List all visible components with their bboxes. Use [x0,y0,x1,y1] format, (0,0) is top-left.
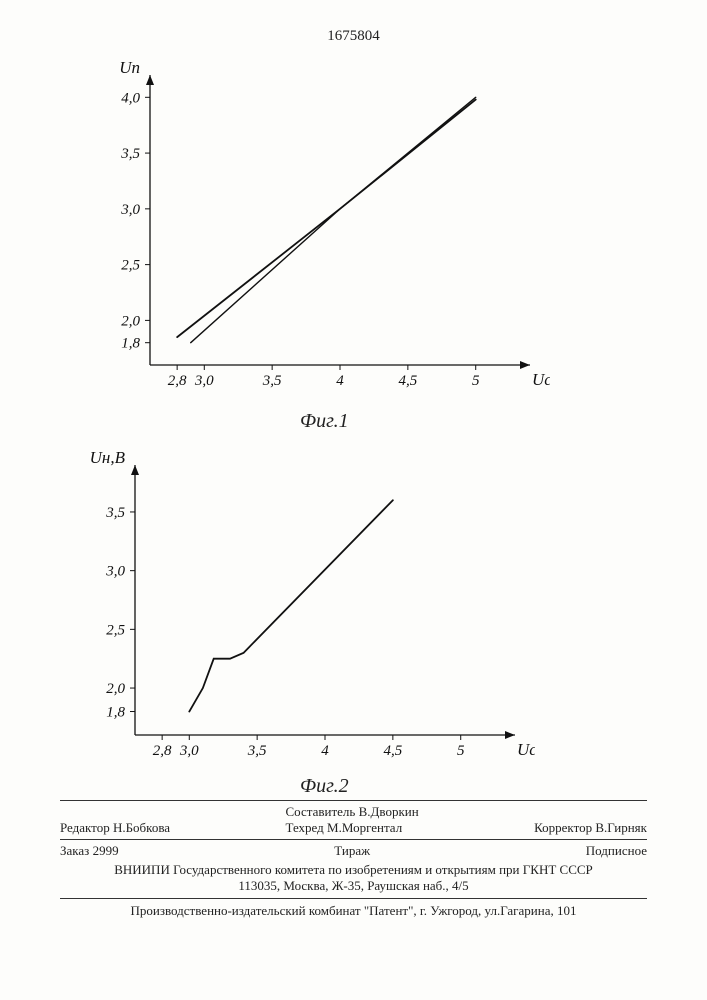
svg-text:1,8: 1,8 [106,705,125,721]
svg-text:5: 5 [457,743,465,759]
svg-text:4: 4 [336,373,344,389]
svg-text:3,0: 3,0 [179,743,199,759]
svg-text:3,5: 3,5 [262,373,282,389]
svg-text:4,5: 4,5 [383,743,402,759]
figure-1-chart: 2,8 3,0 3,5 4 4,5 5 1,8 2,0 2,5 3,0 3,5 4,0 Uп Uсс [90,55,550,405]
svg-text:Uсс: Uсс [532,370,550,389]
svg-text:5: 5 [472,373,480,389]
editor-credit: Редактор Н.Бобкова [60,820,170,836]
svg-text:Uн,В: Uн,В [90,448,126,467]
compiler-techred-credit: Составитель В.Дворкин Техред М.Моргентал [286,804,419,836]
svg-text:3,5: 3,5 [120,146,140,162]
page-number: 1675804 [0,28,707,45]
svg-text:4: 4 [321,743,329,759]
svg-text:3,5: 3,5 [247,743,267,759]
svg-text:3,0: 3,0 [120,202,140,218]
tirage-label: Тираж [334,843,370,859]
svg-text:2,8: 2,8 [168,373,187,389]
svg-text:2,8: 2,8 [153,743,172,759]
figure-2-chart: 2,8 3,0 3,5 4 4,5 5 1,8 2,0 2,5 3,0 3,5 Uн,В Uсс, В [75,445,535,775]
org-line: ВНИИПИ Государственного комитета по изоб… [60,862,647,878]
svg-text:4,0: 4,0 [121,90,140,106]
svg-text:Uп: Uп [119,58,140,77]
svg-text:2,0: 2,0 [106,681,125,697]
publisher-line: Производственно-издательский комбинат "П… [60,899,647,919]
svg-text:3,5: 3,5 [105,505,125,521]
svg-text:3,0: 3,0 [194,373,214,389]
figure-2-caption: Фиг.2 [300,775,349,798]
subscription-label: Подписное [586,843,647,859]
svg-text:Uсс, В: Uсс, В [517,740,535,759]
svg-text:4,5: 4,5 [398,373,417,389]
order-number: Заказ 2999 [60,843,119,859]
svg-text:2,0: 2,0 [121,313,140,329]
address-line: 113035, Москва, Ж-35, Раушская наб., 4/5 [60,878,647,894]
svg-text:2,5: 2,5 [121,258,140,274]
svg-text:3,0: 3,0 [105,564,125,580]
svg-text:2,5: 2,5 [106,622,125,638]
svg-text:1,8: 1,8 [121,336,140,352]
figure-1-caption: Фиг.1 [300,410,349,433]
corrector-credit: Корректор В.Гирняк [534,820,647,836]
